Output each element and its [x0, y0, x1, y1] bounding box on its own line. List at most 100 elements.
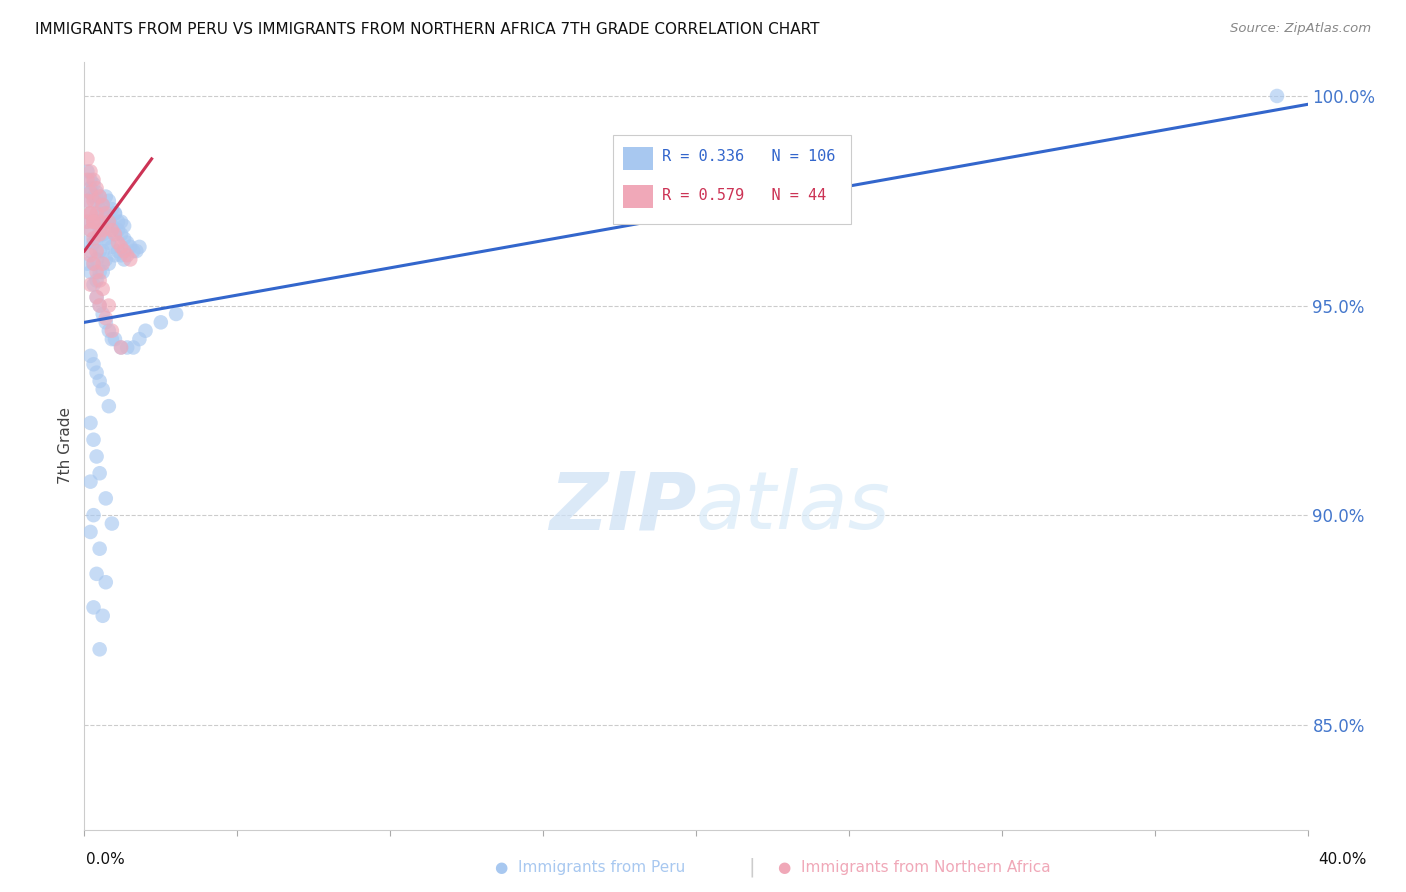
- Point: [76, 257, 98, 271]
- Point: [76, 152, 98, 166]
- Point: [104, 206, 127, 220]
- Point: [89, 374, 111, 388]
- Point: [101, 324, 124, 338]
- Point: [128, 332, 150, 346]
- Point: [79, 181, 101, 195]
- Point: [89, 265, 111, 279]
- Point: [101, 202, 124, 216]
- Point: [89, 467, 111, 481]
- Point: [83, 235, 105, 250]
- Point: [83, 257, 105, 271]
- Point: [91, 282, 114, 296]
- Point: [79, 524, 101, 539]
- Point: [89, 299, 111, 313]
- Point: [83, 177, 105, 191]
- Point: [112, 244, 135, 258]
- Point: [86, 206, 108, 220]
- Point: [91, 198, 114, 212]
- Point: [97, 257, 120, 271]
- Point: [79, 416, 101, 430]
- Point: [110, 227, 132, 242]
- Point: [83, 189, 105, 203]
- Point: [89, 223, 111, 237]
- Point: [112, 219, 135, 233]
- Point: [97, 299, 120, 313]
- Point: [79, 265, 101, 279]
- Point: [76, 215, 98, 229]
- Point: [86, 290, 108, 304]
- Point: [89, 244, 111, 258]
- Point: [86, 566, 108, 581]
- Point: [76, 173, 98, 187]
- Point: [89, 189, 111, 203]
- Point: [79, 206, 101, 220]
- Point: [91, 608, 114, 623]
- Text: ●  Immigrants from Northern Africa: ● Immigrants from Northern Africa: [778, 860, 1050, 874]
- Point: [86, 450, 108, 464]
- Point: [79, 173, 101, 187]
- Point: [97, 399, 120, 413]
- Point: [110, 240, 132, 254]
- Point: [83, 194, 105, 208]
- Point: [86, 181, 108, 195]
- Point: [110, 215, 132, 229]
- Point: [122, 341, 145, 355]
- Point: [79, 206, 101, 220]
- Point: [79, 277, 101, 292]
- Point: [104, 227, 127, 242]
- Point: [112, 252, 135, 267]
- Point: [83, 231, 105, 245]
- Y-axis label: 7th Grade: 7th Grade: [58, 408, 73, 484]
- Point: [79, 164, 101, 178]
- Point: [79, 244, 101, 258]
- Point: [115, 248, 138, 262]
- Point: [94, 252, 117, 267]
- Point: [86, 290, 108, 304]
- Point: [135, 324, 157, 338]
- Text: Source: ZipAtlas.com: Source: ZipAtlas.com: [1230, 22, 1371, 36]
- Point: [149, 315, 172, 329]
- Point: [86, 252, 108, 267]
- Point: [101, 240, 124, 254]
- Point: [83, 215, 105, 229]
- Text: R = 0.336   N = 106: R = 0.336 N = 106: [662, 149, 835, 164]
- Point: [86, 244, 108, 258]
- Point: [76, 215, 98, 229]
- Point: [91, 257, 114, 271]
- Point: [107, 244, 129, 258]
- Point: [97, 215, 120, 229]
- Text: atlas: atlas: [696, 468, 891, 547]
- Point: [91, 383, 114, 397]
- Point: [94, 311, 117, 326]
- Point: [83, 215, 105, 229]
- Point: [86, 194, 108, 208]
- Point: [86, 273, 108, 287]
- Point: [89, 215, 111, 229]
- Point: [83, 600, 105, 615]
- Point: [128, 240, 150, 254]
- Point: [107, 223, 129, 237]
- Point: [94, 206, 117, 220]
- Text: IMMIGRANTS FROM PERU VS IMMIGRANTS FROM NORTHERN AFRICA 7TH GRADE CORRELATION CH: IMMIGRANTS FROM PERU VS IMMIGRANTS FROM …: [35, 22, 820, 37]
- Point: [115, 235, 138, 250]
- Point: [91, 227, 114, 242]
- Point: [91, 244, 114, 258]
- Point: [94, 575, 117, 590]
- Point: [97, 194, 120, 208]
- Point: [79, 349, 101, 363]
- Point: [83, 215, 105, 229]
- Point: [89, 202, 111, 216]
- Point: [101, 332, 124, 346]
- Point: [165, 307, 187, 321]
- Text: 40.0%: 40.0%: [1319, 852, 1367, 867]
- Point: [83, 357, 105, 371]
- Point: [122, 244, 145, 258]
- Point: [104, 248, 127, 262]
- Point: [86, 231, 108, 245]
- Point: [104, 332, 127, 346]
- Point: [107, 235, 129, 250]
- Point: [83, 257, 105, 271]
- Point: [89, 299, 111, 313]
- Point: [91, 206, 114, 220]
- Point: [79, 206, 101, 220]
